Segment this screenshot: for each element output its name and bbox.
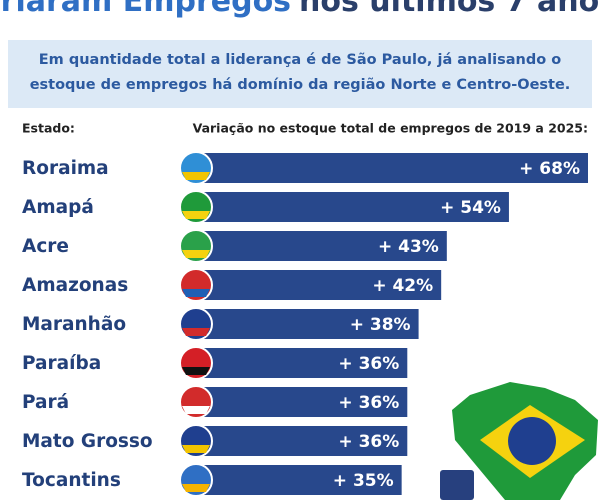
flag-detail [182,211,210,219]
title-rest: nos últimos 7 anos [299,0,600,19]
flag-detail [182,250,210,258]
title-highlight: criaram Empregos [0,0,291,19]
subtitle: Em quantidade total a liderança é de São… [8,40,592,108]
category-label: Tocantins [22,470,121,491]
category-label: Paraíba [22,353,101,374]
bar [194,465,402,495]
value-label: + 36% [338,432,399,452]
value-label: + 43% [378,237,439,257]
category-label: Amazonas [22,275,128,296]
category-label: Acre [22,236,69,257]
flag-detail [182,172,210,180]
category-label: Pará [22,392,69,413]
bar [194,426,408,456]
bar [194,231,447,261]
category-label: Amapá [22,197,94,218]
value-label: + 54% [440,198,501,218]
value-label: + 36% [338,354,399,374]
flag-detail [182,328,210,336]
bar [194,192,509,222]
category-axis-label: Estado: [22,121,75,136]
value-label: + 38% [350,315,411,335]
bar [194,153,588,183]
bar [194,270,442,300]
value-axis-label: Variação no estoque total de empregos de… [193,121,588,136]
flag-detail [182,367,210,375]
brazil-map [440,382,598,500]
flag-detail [182,406,210,414]
flag-detail [182,445,210,453]
flag-detail [182,484,210,492]
work-booklet [440,470,474,500]
category-label: Maranhão [22,314,126,335]
value-label: + 42% [372,276,433,296]
category-label: Mato Grosso [22,431,153,452]
chart-title: criaram Empregos nos últimos 7 anos [0,0,600,19]
bar [194,387,408,417]
bar [194,309,419,339]
map-globe [508,417,556,465]
value-label: + 36% [338,393,399,413]
flag-detail [182,289,210,297]
value-label: + 35% [333,471,394,491]
bar [194,348,408,378]
category-label: Roraima [22,158,109,179]
value-label: + 68% [519,159,580,179]
